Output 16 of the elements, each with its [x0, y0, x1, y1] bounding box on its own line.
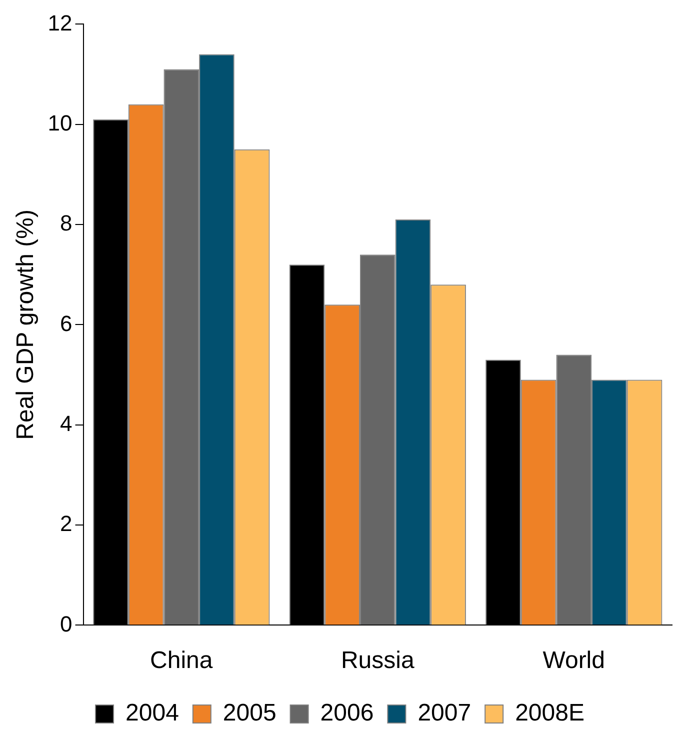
- x-tick-label: China: [150, 647, 214, 674]
- y-tick-label: 8: [60, 210, 72, 236]
- x-tick-label: World: [542, 647, 606, 674]
- y-tick-label: 12: [48, 10, 72, 36]
- legend-label: 2008E: [515, 700, 584, 727]
- x-tick-label: Russia: [340, 647, 415, 674]
- y-tick-label: 6: [60, 310, 72, 336]
- legend-label: 2006: [320, 700, 374, 727]
- y-axis-title: Real GDP growth (%): [12, 210, 40, 440]
- y-tick-label: 2: [60, 511, 72, 536]
- legend-label: 2004: [126, 700, 179, 727]
- y-tick-label: 4: [60, 410, 72, 436]
- y-tick-label: 10: [48, 110, 72, 136]
- y-tick-label: 0: [60, 611, 72, 636]
- legend-label: 2007: [418, 700, 472, 727]
- legend-label: 2005: [222, 700, 276, 727]
